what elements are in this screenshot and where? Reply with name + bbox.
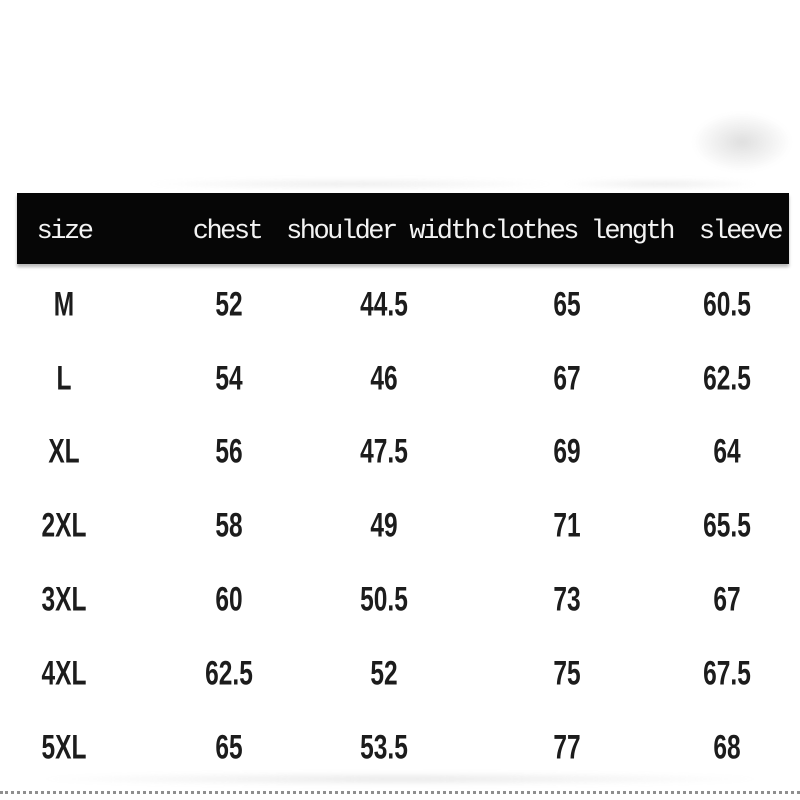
- clothes-length-cell: 77: [553, 728, 581, 767]
- size-cell: L: [56, 359, 72, 398]
- table-header: size chest shoulder width clothes length…: [17, 193, 789, 264]
- sleeve-cell: 67.5: [703, 654, 751, 693]
- header-sleeve: sleeve: [698, 216, 784, 247]
- chest-cell: 65: [215, 728, 243, 767]
- table-row: 2XL 58 49 71 65.5: [17, 489, 789, 563]
- clothes-length-cell: 69: [553, 432, 581, 471]
- sleeve-cell: 62.5: [703, 359, 751, 398]
- sleeve-cell: 65.5: [703, 506, 751, 545]
- chest-cell: 62.5: [205, 654, 253, 693]
- shoulder-width-cell: 49: [370, 506, 398, 545]
- artifact-smudge: [560, 178, 760, 190]
- table-row: 3XL 60 50.5 73 67: [17, 563, 789, 637]
- size-cell: 3XL: [41, 580, 87, 619]
- shoulder-width-cell: 46: [370, 359, 398, 398]
- clothes-length-cell: 65: [553, 285, 581, 324]
- clothes-length-cell: 71: [553, 506, 581, 545]
- chest-cell: 60: [215, 580, 243, 619]
- size-cell: XL: [48, 432, 80, 471]
- sleeve-cell: 67: [713, 580, 741, 619]
- sleeve-cell: 64: [713, 432, 741, 471]
- artifact-smudge: [692, 112, 792, 172]
- clothes-length-cell: 75: [553, 654, 581, 693]
- sleeve-cell: 68: [713, 728, 741, 767]
- size-cell: M: [53, 285, 75, 324]
- header-shoulder-width: shoulder width: [286, 216, 480, 247]
- shoulder-width-cell: 47.5: [360, 432, 408, 471]
- artifact-smudge: [30, 772, 770, 786]
- shoulder-width-cell: 44.5: [360, 285, 408, 324]
- chest-cell: 56: [215, 432, 243, 471]
- table-row: 5XL 65 53.5 77 68: [17, 711, 789, 785]
- clothes-length-cell: 73: [553, 580, 581, 619]
- size-cell: 4XL: [41, 654, 87, 693]
- size-cell: 2XL: [41, 506, 87, 545]
- dotted-border: [0, 791, 800, 794]
- header-size: size: [36, 216, 94, 247]
- table-row: M 52 44.5 65 60.5: [17, 268, 789, 342]
- chest-cell: 52: [215, 285, 243, 324]
- table-row: 4XL 62.5 52 75 67.5: [17, 637, 789, 711]
- size-cell: 5XL: [41, 728, 87, 767]
- table-row: XL 56 47.5 69 64: [17, 416, 789, 490]
- chest-cell: 58: [215, 506, 243, 545]
- header-clothes-length: clothes length: [481, 216, 675, 247]
- clothes-length-cell: 67: [553, 359, 581, 398]
- shoulder-width-cell: 50.5: [360, 580, 408, 619]
- table-body: M 52 44.5 65 60.5 L 54 46 67 62.5 XL 56 …: [17, 268, 789, 785]
- sleeve-cell: 60.5: [703, 285, 751, 324]
- table-row: L 54 46 67 62.5: [17, 342, 789, 416]
- shoulder-width-cell: 52: [370, 654, 398, 693]
- artifact-smudge: [140, 178, 560, 190]
- shoulder-width-cell: 53.5: [360, 728, 408, 767]
- chest-cell: 54: [215, 359, 243, 398]
- header-chest: chest: [192, 216, 264, 247]
